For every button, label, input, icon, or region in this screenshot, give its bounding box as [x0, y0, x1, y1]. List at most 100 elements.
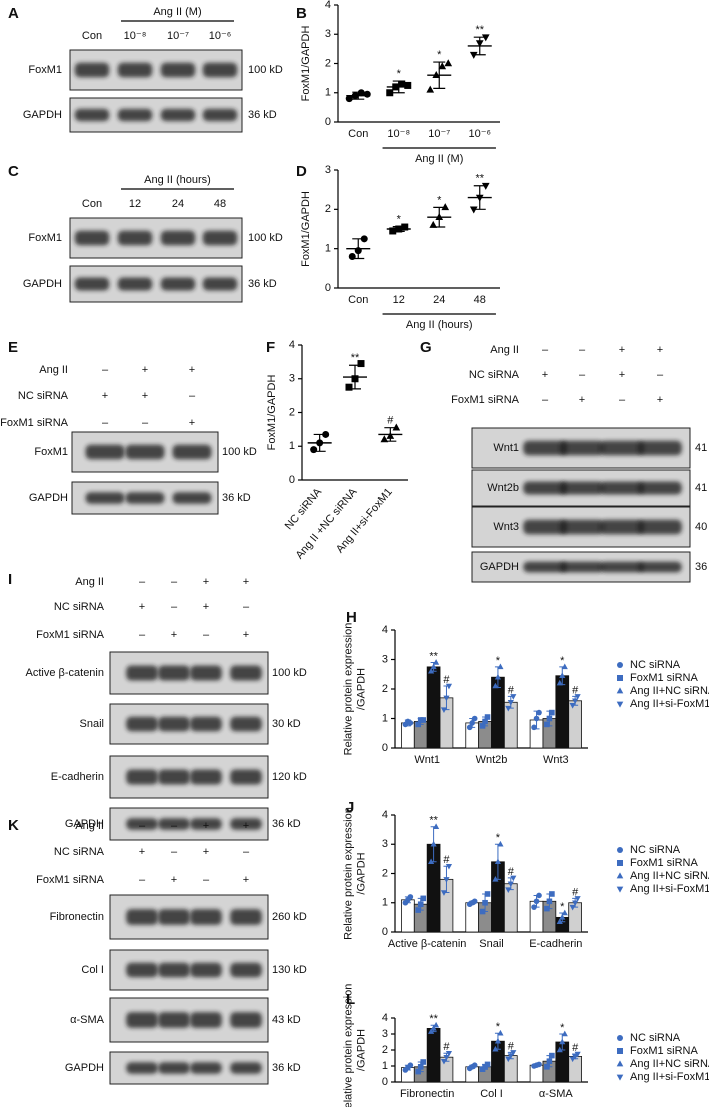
condition-sign: – — [102, 364, 109, 376]
data-point — [407, 1062, 414, 1068]
data-point — [617, 662, 623, 668]
band-size: 36 kD — [248, 109, 277, 121]
x-tick-label: 48 — [474, 294, 486, 306]
y-axis-label: /GAPDH — [355, 668, 367, 710]
condition-sign: – — [243, 601, 250, 613]
x-tick-label: α-SMA — [539, 1088, 574, 1100]
data-point — [345, 95, 353, 103]
group-label: Ang II (hours) — [144, 174, 211, 186]
y-tick-label: 0 — [382, 926, 388, 938]
condition-sign: + — [171, 874, 177, 886]
legend-label: Ang II+si-FoxM1 — [630, 698, 709, 710]
blot-band — [230, 716, 262, 732]
data-point — [386, 431, 395, 439]
data-point — [401, 223, 409, 231]
data-point — [569, 702, 576, 709]
data-point — [510, 694, 517, 700]
blot-band — [600, 519, 644, 535]
blot-band — [160, 230, 196, 246]
x-tick-label: Active β-catenin — [388, 938, 466, 950]
lane-label: 10⁻⁷ — [167, 30, 189, 42]
lane-label: 10⁻⁸ — [124, 30, 147, 42]
significance: # — [387, 415, 394, 427]
condition-sign: + — [189, 417, 195, 429]
data-point — [345, 383, 353, 391]
blot-band — [638, 440, 682, 456]
data-point — [430, 840, 437, 847]
blot-band — [230, 818, 262, 830]
band-size: 30 kD — [272, 718, 301, 730]
panel-letter: K — [8, 817, 19, 834]
x-tick-label: Con — [348, 128, 368, 140]
blot-band — [158, 716, 190, 732]
condition-sign: + — [243, 874, 249, 886]
condition-label: Ang II — [75, 576, 104, 588]
data-point — [380, 435, 389, 443]
band-label: FoxM1 — [28, 64, 62, 76]
condition-sign: – — [139, 629, 146, 641]
data-point — [546, 1058, 553, 1064]
significance: * — [496, 832, 501, 844]
data-point — [559, 672, 566, 678]
data-point — [471, 1062, 478, 1068]
blot-band — [638, 561, 682, 573]
data-point — [546, 898, 553, 905]
condition-sign: – — [657, 369, 664, 381]
data-point — [549, 709, 555, 716]
data-point — [533, 715, 540, 722]
x-tick-label: Snail — [479, 938, 503, 950]
y-tick-label: 3 — [382, 653, 388, 665]
legend-label: NC siRNA — [630, 844, 681, 856]
y-tick-label: 2 — [382, 683, 388, 695]
condition-sign: + — [142, 364, 148, 376]
error-bar — [433, 61, 446, 89]
data-point — [574, 1051, 581, 1058]
data-point — [617, 860, 623, 866]
significance: # — [508, 684, 515, 696]
data-point — [386, 89, 394, 97]
band-size: 41 kD — [695, 442, 709, 454]
y-tick-label: 4 — [382, 624, 388, 636]
band-size: 36 kD — [222, 492, 251, 504]
band-size: 100 kD — [222, 446, 257, 458]
blot-band — [190, 1062, 222, 1074]
y-axis-label: FoxM1/GAPDH — [300, 191, 312, 267]
data-point — [617, 847, 623, 853]
y-tick-label: 4 — [289, 339, 295, 351]
data-point — [494, 673, 502, 680]
band-label: GAPDH — [29, 492, 68, 504]
blot-band — [230, 1012, 262, 1028]
significance: * — [437, 49, 442, 61]
blot-band — [74, 277, 110, 291]
data-point — [429, 220, 438, 228]
condition-sign: + — [657, 344, 663, 356]
y-axis-label: /GAPDH — [355, 1029, 367, 1071]
data-point — [348, 253, 356, 261]
blot-band — [202, 230, 238, 246]
blot-band — [202, 108, 238, 122]
condition-sign: + — [189, 364, 195, 376]
blot-band — [230, 769, 262, 785]
blot-band — [126, 1062, 158, 1074]
panel-letter: E — [8, 339, 18, 356]
y-axis-label: Relative protein expression — [342, 807, 354, 940]
blot-band — [158, 1012, 190, 1028]
bar — [568, 1056, 582, 1083]
blot-band — [74, 230, 110, 246]
data-point — [484, 1061, 491, 1068]
data-point — [433, 823, 440, 829]
condition-sign: – — [171, 820, 178, 832]
panel-letter: J — [346, 799, 354, 816]
data-point — [475, 40, 484, 48]
data-point — [392, 423, 401, 431]
data-point — [510, 1050, 517, 1056]
lane-label: 48 — [214, 198, 226, 210]
condition-sign: – — [139, 820, 146, 832]
legend-label: Ang II+NC siRNA — [630, 1058, 709, 1070]
data-point — [505, 1056, 512, 1063]
data-point — [556, 679, 563, 686]
data-point — [559, 914, 566, 920]
condition-sign: – — [171, 601, 178, 613]
significance: ** — [429, 650, 438, 662]
condition-sign: + — [139, 601, 145, 613]
